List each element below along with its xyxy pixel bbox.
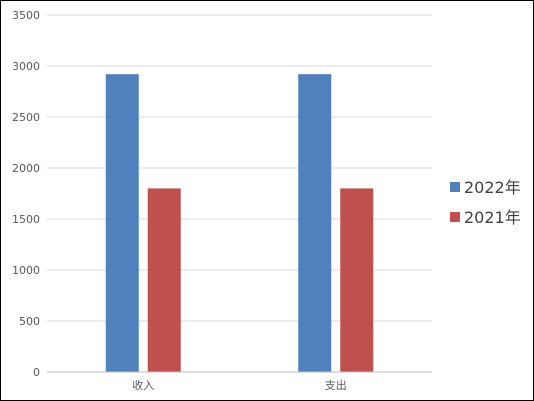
legend-swatch [450,212,460,222]
bar-series-a-0 [105,74,139,372]
bar-series-b-0 [147,188,181,372]
y-tick-label: 0 [33,366,40,379]
y-tick-label: 3000 [12,60,40,73]
y-tick-label: 2000 [12,162,40,175]
gridlines [47,14,432,322]
x-axis: 收入 支出 [47,371,432,392]
y-tick-label: 1000 [12,264,40,277]
bar-series-a-1 [298,74,332,372]
y-tick-label: 1500 [12,213,40,226]
y-axis-ticks: 0 500 1000 1500 2000 2500 3000 3500 [12,9,40,379]
x-category-label: 收入 [132,378,154,392]
legend-label: 2021年 [464,208,521,227]
bars [105,74,374,372]
legend-swatch [450,182,460,192]
y-tick-label: 2500 [12,111,40,124]
bar-series-b-1 [340,188,374,372]
x-category-label: 支出 [325,378,347,392]
y-tick-label: 500 [19,315,40,328]
legend: 2022年 2021年 [450,178,521,227]
y-tick-label: 3500 [12,9,40,22]
legend-label: 2022年 [464,178,521,197]
